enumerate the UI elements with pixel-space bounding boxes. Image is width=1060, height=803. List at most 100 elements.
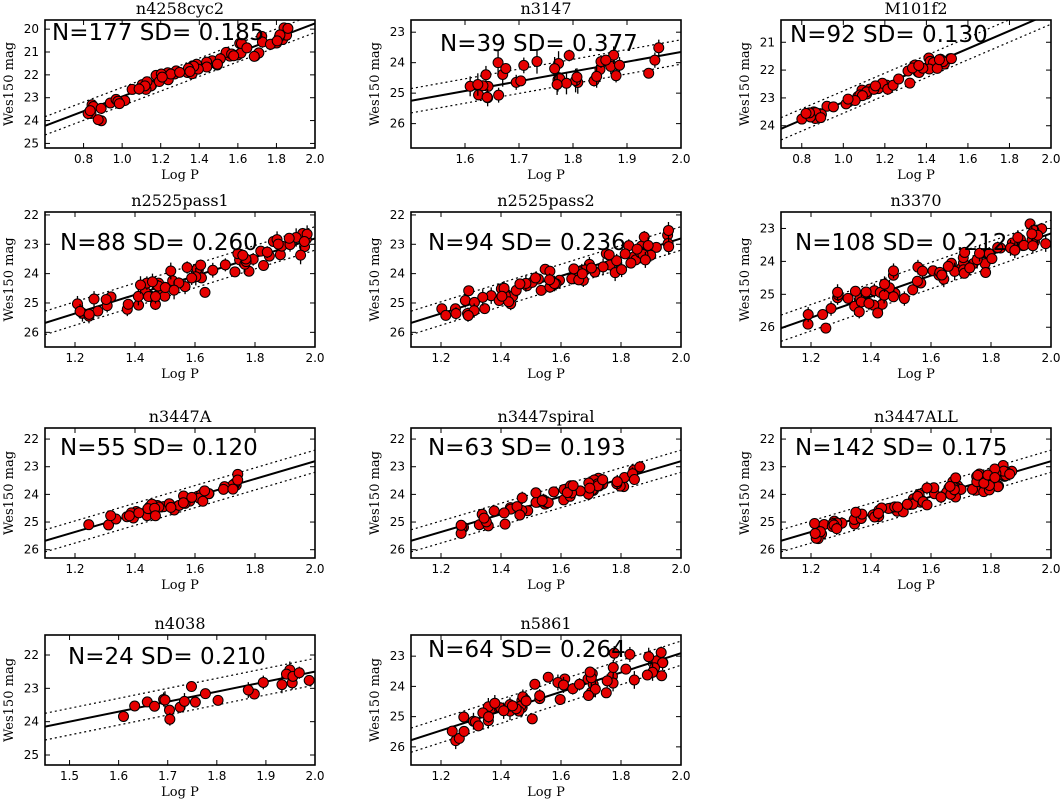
data-point <box>558 679 570 691</box>
data-point <box>974 247 986 259</box>
data-point <box>561 487 573 499</box>
plot-data <box>781 20 1051 141</box>
x-tick-label: 2.0 <box>671 351 690 365</box>
plot-data <box>45 657 315 741</box>
data-point <box>132 290 144 302</box>
data-point <box>181 262 193 274</box>
data-point <box>584 666 596 678</box>
data-point <box>211 58 223 70</box>
data-point <box>869 80 881 92</box>
y-tick-label: 24 <box>760 254 775 268</box>
data-point <box>597 474 609 486</box>
y-tick-label: 22 <box>24 208 39 222</box>
y-axis-label: Wes150 mag <box>368 42 383 126</box>
data-point <box>531 55 543 67</box>
fit-line <box>411 652 681 742</box>
x-tick-label: 1.2 <box>431 351 450 365</box>
data-point <box>229 266 241 278</box>
y-tick-label: 25 <box>390 86 405 100</box>
data-point <box>178 695 190 707</box>
data-point <box>571 71 583 83</box>
x-tick-label: 1.8 <box>611 562 630 576</box>
chart-panel-n5861: n5861 Log P Wes150 mag 1.2 1.4 1.6 1.8 2.0 23 24 2… <box>368 614 691 800</box>
data-point <box>518 59 530 71</box>
plot-frame <box>410 211 682 348</box>
x-axis-label: Log P <box>161 578 199 593</box>
data-point <box>945 53 957 65</box>
x-tick-label: 1.2 <box>431 562 450 576</box>
y-tick-label: 24 <box>24 267 39 281</box>
data-point <box>489 697 501 709</box>
data-point <box>237 249 249 261</box>
stats-annotation: N=142 SD= 0.175 <box>795 435 1007 461</box>
fit-line-upper-bound <box>45 20 302 118</box>
data-point <box>548 486 560 498</box>
plot-data <box>781 218 1051 342</box>
chart-panel-n3447ALL: n3447ALL Log P Wes150 mag 1.2 1.4 1.6 1.8 2.0 22… <box>738 407 1060 593</box>
y-axis-label: Wes150 mag <box>368 237 383 321</box>
data-point <box>189 696 201 708</box>
data-point <box>628 674 640 686</box>
x-tick-label: 2.0 <box>671 152 690 166</box>
data-point <box>888 265 900 277</box>
data-point <box>164 713 176 725</box>
plot-data <box>411 449 681 553</box>
panel-title: n4038 <box>154 614 205 633</box>
panel-title: M101f2 <box>884 0 947 18</box>
data-point <box>800 107 812 119</box>
panel-title: n5861 <box>520 614 571 633</box>
data-point <box>986 253 998 265</box>
x-axis-label: Log P <box>897 168 935 183</box>
data-point <box>217 483 229 495</box>
data-point <box>904 77 916 89</box>
data-point <box>298 236 310 248</box>
data-point <box>195 259 207 271</box>
data-point <box>472 720 484 732</box>
data-point <box>917 265 929 277</box>
chart-panel-n3370: n3370 Log P Wes150 mag 1.2 1.4 1.6 1.8 2.0 23 24 2… <box>738 191 1060 382</box>
data-point <box>156 71 168 83</box>
data-point <box>1026 228 1038 240</box>
data-point <box>560 77 572 89</box>
plot-frame <box>780 427 1052 559</box>
data-point <box>563 49 575 61</box>
plot-frame <box>44 211 316 348</box>
y-tick-label: 26 <box>390 543 405 557</box>
y-tick-label: 25 <box>390 515 405 529</box>
data-point <box>479 303 491 315</box>
stats-annotation: N=94 SD= 0.236 <box>428 230 626 256</box>
plot-data <box>45 449 315 553</box>
data-point <box>197 495 209 507</box>
x-tick-label: 2.0 <box>305 562 324 576</box>
x-tick-label: 0.8 <box>74 152 93 166</box>
data-point <box>526 713 538 725</box>
data-point <box>492 57 504 69</box>
data-point <box>641 669 653 681</box>
fit-line-lower-bound <box>411 63 681 114</box>
data-point <box>972 469 984 481</box>
data-point <box>551 78 563 90</box>
plot-frame <box>410 427 682 559</box>
fit-line <box>411 51 681 102</box>
data-point <box>959 246 971 258</box>
y-tick-label: 21 <box>760 35 775 49</box>
y-tick-label: 23 <box>760 460 775 474</box>
data-point <box>842 292 854 304</box>
data-point <box>817 309 829 321</box>
data-point <box>921 499 933 511</box>
y-tick-label: 23 <box>24 91 39 105</box>
data-point <box>462 310 474 322</box>
data-point <box>907 284 919 296</box>
data-point <box>567 480 579 492</box>
data-point <box>815 112 827 124</box>
x-tick-label: 1.9 <box>617 152 636 166</box>
chart-panel-n3447A: n3447A Log P Wes150 mag 1.2 1.4 1.6 1.8 2.0 22 23… <box>2 407 325 593</box>
data-point <box>964 262 976 274</box>
plot-data <box>45 225 315 336</box>
data-point <box>1040 238 1051 250</box>
data-point <box>293 667 305 679</box>
data-point <box>129 700 141 712</box>
data-point <box>529 678 541 690</box>
y-tick-label: 24 <box>390 267 405 281</box>
data-point <box>241 42 253 54</box>
